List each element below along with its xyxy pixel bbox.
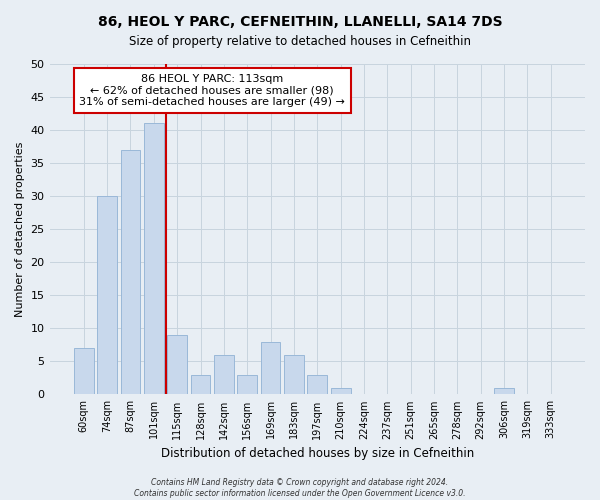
Y-axis label: Number of detached properties: Number of detached properties: [15, 142, 25, 317]
Bar: [260, 342, 280, 394]
Text: 86 HEOL Y PARC: 113sqm
← 62% of detached houses are smaller (98)
31% of semi-det: 86 HEOL Y PARC: 113sqm ← 62% of detached…: [79, 74, 345, 107]
Bar: [494, 388, 514, 394]
Bar: [74, 348, 94, 395]
Bar: [121, 150, 140, 394]
Bar: [331, 388, 350, 394]
Bar: [144, 124, 164, 394]
Text: Size of property relative to detached houses in Cefneithin: Size of property relative to detached ho…: [129, 35, 471, 48]
Text: 86, HEOL Y PARC, CEFNEITHIN, LLANELLI, SA14 7DS: 86, HEOL Y PARC, CEFNEITHIN, LLANELLI, S…: [98, 15, 502, 29]
Text: Contains HM Land Registry data © Crown copyright and database right 2024.
Contai: Contains HM Land Registry data © Crown c…: [134, 478, 466, 498]
Bar: [214, 355, 234, 395]
Bar: [238, 374, 257, 394]
Bar: [307, 374, 327, 394]
X-axis label: Distribution of detached houses by size in Cefneithin: Distribution of detached houses by size …: [161, 447, 474, 460]
Bar: [167, 335, 187, 394]
Bar: [191, 374, 211, 394]
Bar: [97, 196, 117, 394]
Bar: [284, 355, 304, 395]
